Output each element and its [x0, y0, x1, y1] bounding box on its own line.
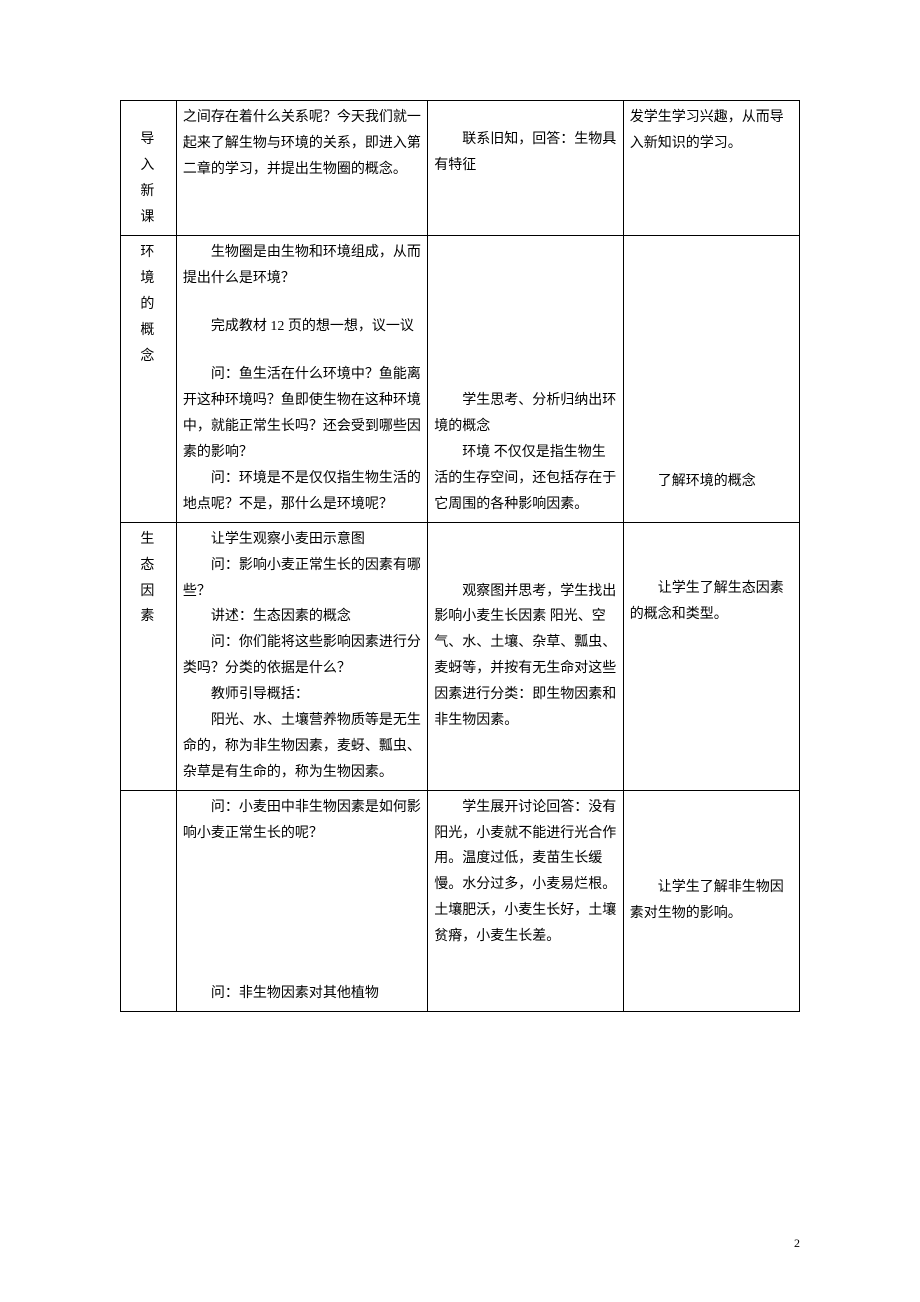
document-page: 导入新课 之间存在着什么关系呢？今天我们就一起来了解生物与环境的关系，即进入第二…	[0, 0, 920, 1302]
teacher-text: 讲述：生态因素的概念	[183, 604, 421, 630]
teacher-text: 问：环境是不是仅仅指生物生活的地点呢？不是，那什么是环境呢？	[183, 466, 421, 518]
page-number: 2	[794, 1232, 800, 1254]
teacher-text: 阳光、水、土壤营养物质等是无生命的，称为非生物因素，麦蚜、瓢虫、杂草是有生命的，…	[183, 708, 421, 786]
teacher-text: 问：影响小麦正常生长的因素有哪些？	[183, 553, 421, 605]
student-text: 学生思考、分析归纳出环境的概念	[434, 388, 617, 440]
intent-cell: 了解环境的概念	[623, 235, 799, 522]
student-cell: 学生思考、分析归纳出环境的概念 环境 不仅仅是指生物生活的生存空间，还包括存在于…	[428, 235, 624, 522]
section-label: 导入新课	[127, 127, 170, 231]
teacher-cell: 让学生观察小麦田示意图 问：影响小麦正常生长的因素有哪些？ 讲述：生态因素的概念…	[176, 522, 427, 790]
student-text: 环境 不仅仅是指生物生活的生存空间，还包括存在于它周围的各种影响因素。	[434, 440, 617, 518]
teacher-text: 让学生观察小麦田示意图	[183, 527, 421, 553]
section-label: 环境的概念	[127, 240, 170, 369]
student-text: 观察图并思考，学生找出影响小麦生长因素 阳光、空气、水、土壤、杂草、瓢虫、麦蚜等…	[434, 579, 617, 734]
section-label-cell	[121, 790, 177, 1011]
student-cell: 观察图并思考，学生找出影响小麦生长因素 阳光、空气、水、土壤、杂草、瓢虫、麦蚜等…	[428, 522, 624, 790]
table-row: 问：小麦田中非生物因素是如何影响小麦正常生长的呢？ 问：非生物因素对其他植物 学…	[121, 790, 800, 1011]
student-cell: 联系旧知，回答：生物具有特征	[428, 101, 624, 236]
teacher-text: 教师引导概括：	[183, 682, 421, 708]
intent-text: 让学生了解非生物因素对生物的影响。	[630, 875, 793, 927]
student-cell: 学生展开讨论回答：没有阳光，小麦就不能进行光合作用。温度过低，麦苗生长缓慢。水分…	[428, 790, 624, 1011]
intent-text: 了解环境的概念	[630, 469, 793, 495]
section-label-cell: 导入新课	[121, 101, 177, 236]
teacher-text: 问：你们能将这些影响因素进行分类吗？分类的依据是什么？	[183, 630, 421, 682]
teacher-text: 完成教材 12 页的想一想，议一议	[183, 314, 421, 340]
table-row: 环境的概念 生物圈是由生物和环境组成，从而提出什么是环境？ 完成教材 12 页的…	[121, 235, 800, 522]
table-row: 导入新课 之间存在着什么关系呢？今天我们就一起来了解生物与环境的关系，即进入第二…	[121, 101, 800, 236]
section-label-cell: 环境的概念	[121, 235, 177, 522]
teacher-text: 问：鱼生活在什么环境中？鱼能离开这种环境吗？鱼即使生物在这种环境中，就能正常生长…	[183, 362, 421, 466]
student-text: 联系旧知，回答：生物具有特征	[434, 127, 617, 179]
teacher-cell: 之间存在着什么关系呢？今天我们就一起来了解生物与环境的关系，即进入第二章的学习，…	[176, 101, 427, 236]
section-label-cell: 生态因素	[121, 522, 177, 790]
lesson-plan-table: 导入新课 之间存在着什么关系呢？今天我们就一起来了解生物与环境的关系，即进入第二…	[120, 100, 800, 1012]
teacher-text: 问：非生物因素对其他植物	[183, 981, 421, 1007]
student-text: 学生展开讨论回答：没有阳光，小麦就不能进行光合作用。温度过低，麦苗生长缓慢。水分…	[434, 795, 617, 950]
intent-cell: 发学生学习兴趣，从而导入新知识的学习。	[623, 101, 799, 236]
intent-text: 发学生学习兴趣，从而导入新知识的学习。	[630, 105, 793, 157]
teacher-cell: 生物圈是由生物和环境组成，从而提出什么是环境？ 完成教材 12 页的想一想，议一…	[176, 235, 427, 522]
intent-cell: 让学生了解生态因素的概念和类型。	[623, 522, 799, 790]
teacher-cell: 问：小麦田中非生物因素是如何影响小麦正常生长的呢？ 问：非生物因素对其他植物	[176, 790, 427, 1011]
intent-cell: 让学生了解非生物因素对生物的影响。	[623, 790, 799, 1011]
teacher-text: 生物圈是由生物和环境组成，从而提出什么是环境？	[183, 240, 421, 292]
intent-text: 让学生了解生态因素的概念和类型。	[630, 576, 793, 628]
teacher-text: 问：小麦田中非生物因素是如何影响小麦正常生长的呢？	[183, 795, 421, 847]
table-row: 生态因素 让学生观察小麦田示意图 问：影响小麦正常生长的因素有哪些？ 讲述：生态…	[121, 522, 800, 790]
section-label: 生态因素	[127, 527, 170, 631]
teacher-text: 之间存在着什么关系呢？今天我们就一起来了解生物与环境的关系，即进入第二章的学习，…	[183, 105, 421, 183]
